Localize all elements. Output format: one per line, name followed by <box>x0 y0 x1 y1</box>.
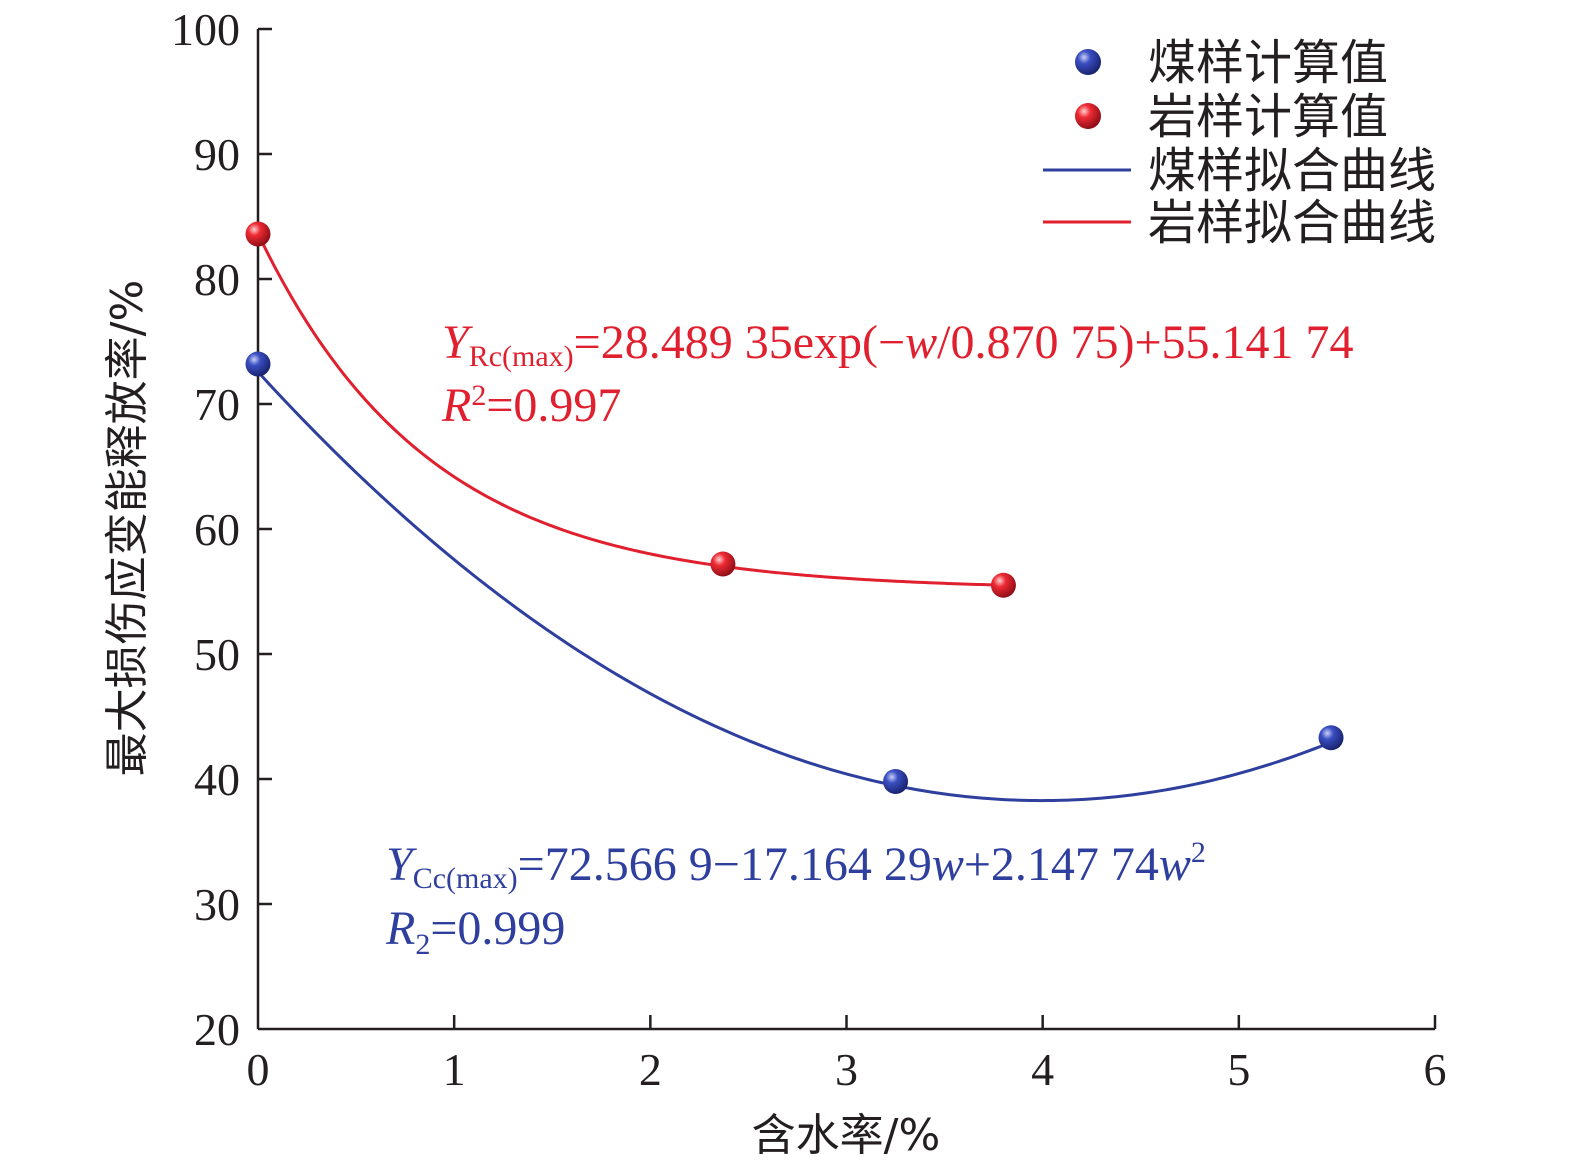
x-tick-label: 2 <box>639 1044 662 1095</box>
legend-marker-coal-points <box>1075 49 1101 75</box>
y-tick-label: 20 <box>194 1004 240 1055</box>
fit-curves <box>256 232 1332 803</box>
coal-data-point <box>1318 725 1344 751</box>
x-tick-label: 4 <box>1031 1044 1054 1095</box>
x-tick-label: 6 <box>1424 1044 1447 1095</box>
coal-data-point <box>245 351 271 377</box>
y-tick-label: 100 <box>171 4 240 55</box>
rock-r-squared: R2=0.997 <box>441 379 621 432</box>
x-tick-label: 5 <box>1227 1044 1250 1095</box>
rock-data-point <box>710 551 736 577</box>
data-points <box>245 221 1344 794</box>
x-tick-label: 1 <box>443 1044 466 1095</box>
legend: 煤样计算值 岩样计算值 煤样拟合曲线 岩样拟合曲线 <box>1043 35 1436 251</box>
coal-r-value: R2=0.999 <box>385 902 565 961</box>
y-ticks: 20 30 40 50 60 70 80 90 100 <box>171 4 272 1055</box>
legend-marker-rock-points <box>1075 103 1101 129</box>
rock-data-point <box>245 221 271 247</box>
legend-label-coal-points: 煤样计算值 <box>1148 35 1388 91</box>
x-ticks: 0 1 2 3 4 5 6 <box>247 1015 1447 1095</box>
y-tick-label: 30 <box>194 879 240 930</box>
x-tick-label: 3 <box>835 1044 858 1095</box>
coal-data-point <box>883 769 909 794</box>
y-tick-label: 40 <box>194 754 240 805</box>
y-tick-label: 80 <box>194 254 240 305</box>
legend-label-coal-fit: 煤样拟合曲线 <box>1148 143 1436 199</box>
coal-fit-curve <box>256 370 1332 803</box>
y-tick-label: 60 <box>194 504 240 555</box>
y-tick-label: 50 <box>194 629 240 680</box>
x-tick-label: 0 <box>247 1044 270 1095</box>
legend-label-rock-fit: 岩样拟合曲线 <box>1148 195 1436 251</box>
rock-data-point <box>990 572 1016 598</box>
coal-equation: YCc(max)=72.566 9−17.164 29w+2.147 74w2 <box>386 836 1206 895</box>
y-tick-label: 70 <box>194 379 240 430</box>
y-axis-title: 最大损伤应变能释放率/% <box>102 280 153 777</box>
x-axis-title: 含水率/% <box>752 1110 941 1161</box>
rock-fit-curve <box>256 232 1004 587</box>
rock-equation: YRc(max)=28.489 35exp(−w/0.870 75)+55.14… <box>442 316 1354 373</box>
legend-label-rock-points: 岩样计算值 <box>1148 89 1388 145</box>
y-tick-label: 90 <box>194 129 240 180</box>
